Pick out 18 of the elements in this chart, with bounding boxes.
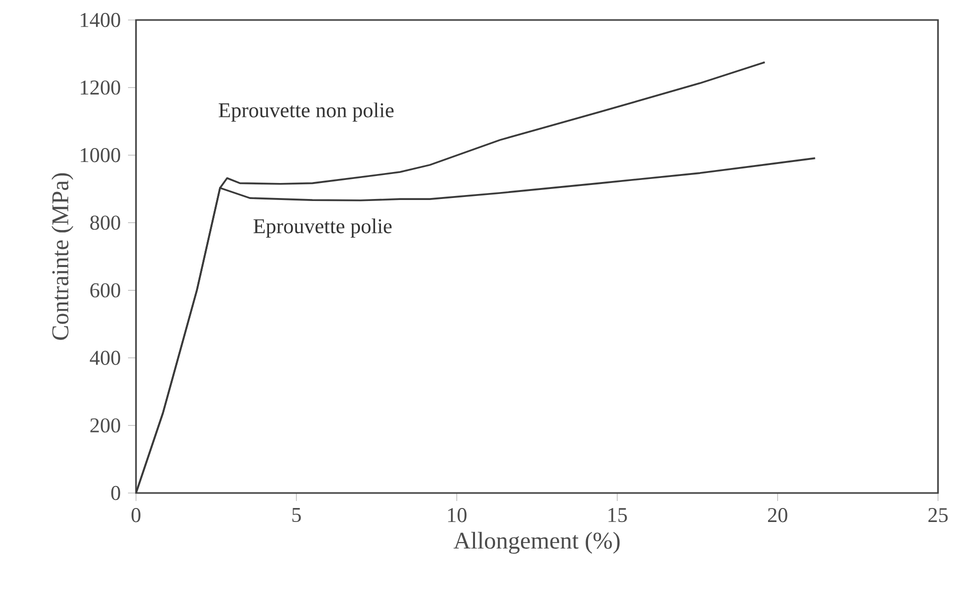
y-tick-label: 600 <box>90 283 120 298</box>
y-tick-label: 0 <box>111 486 120 500</box>
y-tick-label: 1000 <box>80 148 120 162</box>
x-tick-label: 10 <box>448 508 466 522</box>
x-tick-label: 15 <box>608 508 627 522</box>
y-axis-title: Contrainte (MPa) <box>52 173 74 340</box>
x-tick-label: 20 <box>768 508 788 522</box>
y-tick-label: 1400 <box>80 12 120 28</box>
x-tick-label: 25 <box>928 508 948 522</box>
x-axis-title: Allongement (%) <box>454 532 620 554</box>
y-tick-label: 800 <box>90 216 120 230</box>
series-label: Eprouvette polie <box>254 218 392 238</box>
y-tick-label: 400 <box>90 350 120 365</box>
x-tick-label: 5 <box>292 508 301 522</box>
x-tick-label: 0 <box>132 508 140 522</box>
y-tick-label: 200 <box>90 418 120 433</box>
y-tick-label: 1200 <box>80 80 120 95</box>
text: Eprouvette non polie <box>218 102 394 122</box>
